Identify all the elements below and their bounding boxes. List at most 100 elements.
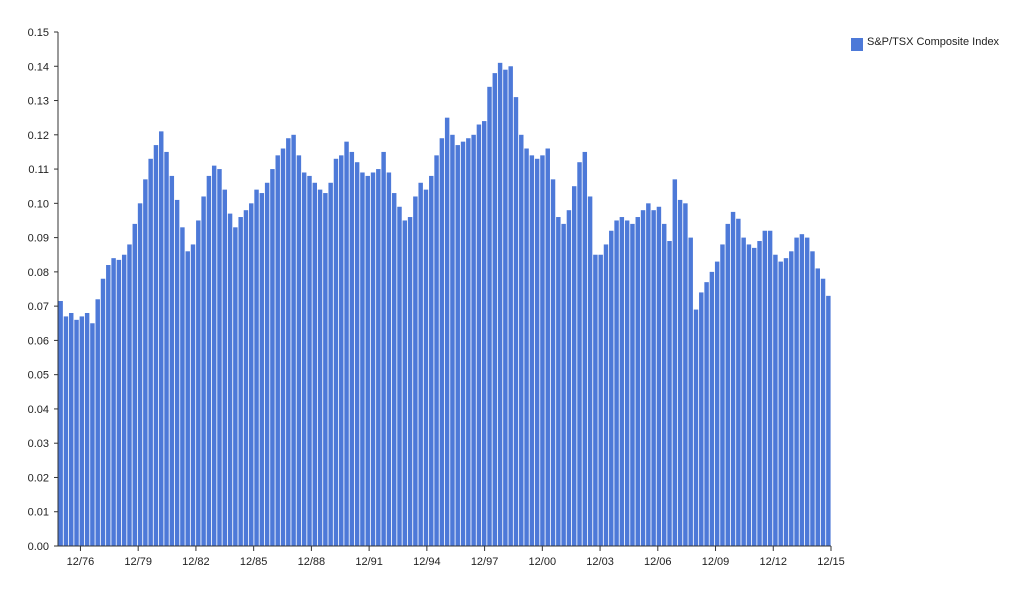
- bar: [397, 206, 402, 546]
- bar: [116, 259, 122, 546]
- bar: [402, 220, 408, 546]
- bar: [550, 179, 556, 546]
- x-tick-label: 12/82: [182, 556, 210, 568]
- x-tick-label: 12/12: [759, 556, 787, 568]
- bar: [587, 196, 593, 547]
- bar: [58, 300, 63, 546]
- y-tick-label: 0.05: [28, 370, 49, 382]
- bar: [646, 203, 651, 546]
- y-tick-label: 0.12: [28, 130, 49, 142]
- bar: [519, 134, 524, 547]
- bar: [79, 316, 85, 546]
- bar: [100, 278, 106, 546]
- bar: [196, 220, 201, 546]
- bar: [280, 148, 286, 546]
- bar: [106, 265, 111, 546]
- bar: [799, 234, 805, 547]
- bar: [233, 227, 238, 546]
- bar: [344, 141, 349, 546]
- bar: [339, 155, 344, 547]
- bar: [783, 258, 789, 546]
- bar: [561, 223, 566, 546]
- bar: [778, 261, 783, 546]
- bar: [407, 217, 413, 547]
- bar: [376, 169, 381, 546]
- bar: [730, 211, 736, 546]
- bar: [238, 217, 243, 547]
- bar: [773, 254, 778, 547]
- bar: [63, 316, 69, 546]
- bar: [95, 299, 100, 546]
- bar: [640, 210, 646, 546]
- bar: [566, 210, 572, 546]
- bar: [508, 66, 513, 547]
- bar: [460, 141, 466, 546]
- bar: [672, 179, 678, 546]
- bar: [323, 193, 328, 547]
- bar: [349, 151, 355, 546]
- bar: [264, 182, 270, 546]
- bar: [471, 134, 476, 547]
- bar: [656, 206, 662, 546]
- bar: [736, 218, 741, 546]
- bar: [593, 254, 598, 547]
- bar: [365, 175, 370, 547]
- y-tick-label: 0.02: [28, 472, 49, 484]
- bar: [481, 121, 487, 546]
- bar: [752, 247, 757, 546]
- bar: [794, 237, 799, 546]
- x-tick-label: 12/79: [124, 556, 152, 568]
- bar: [688, 237, 693, 546]
- bar: [391, 193, 397, 547]
- bar: [148, 158, 153, 547]
- bar: [74, 319, 79, 546]
- y-tick-label: 0.08: [28, 267, 49, 279]
- bar: [434, 155, 439, 547]
- y-axis: 0.00 0.01 0.02 0.03 0.04 0.05 0.06 0.07 0.08 0.09…: [28, 27, 58, 553]
- bar: [662, 223, 667, 546]
- bar: [243, 210, 249, 546]
- bar: [810, 251, 815, 546]
- bar: [180, 227, 185, 546]
- bar: [804, 237, 810, 546]
- bar: [439, 138, 445, 547]
- bar: [746, 244, 752, 546]
- y-tick-label: 0.06: [28, 335, 49, 347]
- bar: [227, 213, 233, 547]
- y-tick-label: 0.10: [28, 198, 49, 210]
- legend-label: S&P/TSX Composite Index: [867, 36, 1000, 48]
- bar: [211, 165, 217, 546]
- bar: [132, 223, 137, 546]
- bar: [556, 217, 561, 547]
- x-tick-label: 12/88: [298, 556, 326, 568]
- y-tick-label: 0.15: [28, 27, 49, 39]
- bar: [577, 162, 582, 546]
- bar: [513, 97, 519, 547]
- bar: [714, 261, 720, 546]
- bar: [789, 251, 794, 546]
- bar: [291, 134, 296, 547]
- y-tick-label: 0.00: [28, 541, 49, 553]
- bar: [153, 145, 159, 546]
- bar: [418, 182, 423, 546]
- bar: [354, 162, 360, 546]
- y-tick-label: 0.11: [28, 164, 49, 176]
- bar: [111, 258, 116, 546]
- bar: [222, 189, 227, 546]
- bar: [534, 158, 540, 547]
- x-tick-label: 12/97: [471, 556, 499, 568]
- x-tick-label: 12/91: [355, 556, 383, 568]
- x-axis: 12/76 12/79 12/82 12/85 12/88 12/91 12/94 12/97…: [67, 546, 845, 568]
- bar: [635, 217, 640, 547]
- bar: [275, 155, 280, 547]
- bar: [693, 309, 699, 546]
- bar: [169, 175, 175, 547]
- legend-swatch: [851, 38, 863, 51]
- bar: [598, 254, 603, 547]
- bar: [683, 203, 688, 546]
- bar: [503, 69, 508, 546]
- bar: [630, 223, 635, 546]
- bar: [619, 217, 625, 547]
- bar: [386, 172, 392, 547]
